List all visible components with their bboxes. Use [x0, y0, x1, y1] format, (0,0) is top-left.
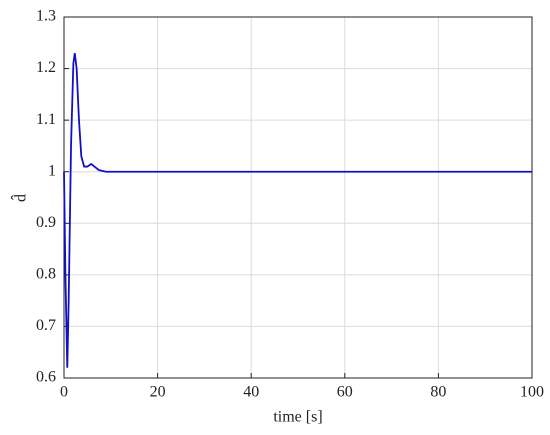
- x-tick-label: 100: [520, 384, 544, 401]
- x-tick-label: 0: [60, 384, 68, 401]
- x-tick-label: 80: [430, 384, 446, 401]
- y-tick-label: 1: [48, 162, 56, 179]
- y-axis-label: d̂: [10, 194, 30, 202]
- data-line: [63, 52, 532, 368]
- plot-frame: [63, 16, 533, 379]
- y-tick-label: 0.8: [36, 266, 56, 283]
- x-tick-label: 40: [243, 384, 259, 401]
- y-tick-label: 1.1: [36, 111, 56, 128]
- y-tick-label: 0.7: [36, 317, 56, 334]
- x-tick-label: 20: [150, 384, 166, 401]
- y-tick-label: 1.2: [36, 59, 56, 76]
- y-tick-label: 0.9: [36, 214, 56, 231]
- x-axis-label: time [s]: [273, 409, 322, 426]
- x-tick-label: 60: [337, 384, 353, 401]
- y-tick-label: 0.6: [36, 369, 56, 386]
- y-tick-label: 1.3: [36, 8, 56, 25]
